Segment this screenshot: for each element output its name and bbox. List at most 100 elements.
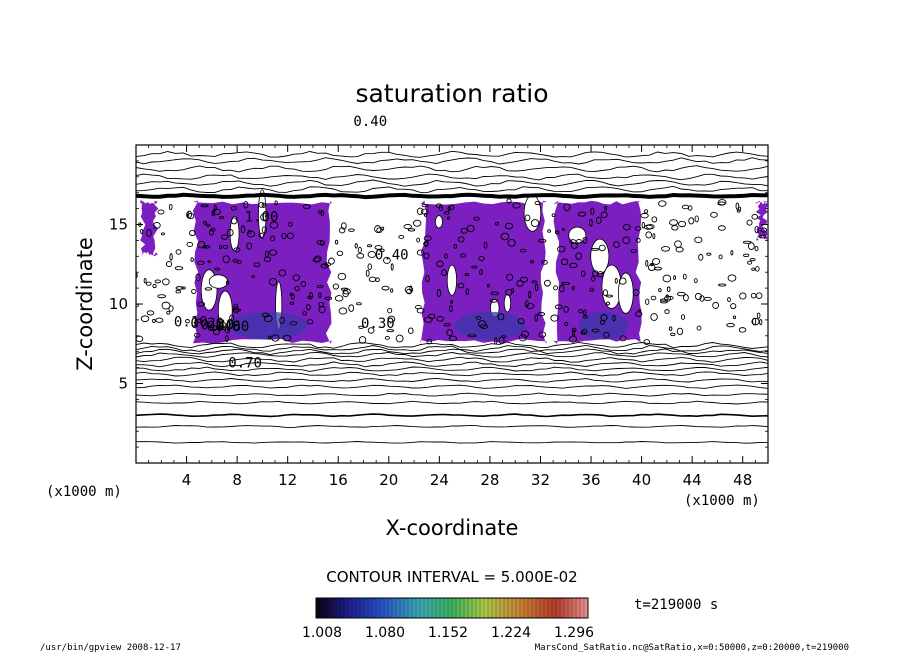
small-contour (290, 293, 295, 300)
small-contour (313, 255, 322, 262)
small-contour (195, 273, 201, 282)
small-contour (678, 220, 687, 228)
small-contour (387, 307, 393, 314)
small-contour (423, 235, 432, 241)
small-contour (436, 316, 444, 322)
small-contour (253, 262, 261, 268)
contour-label: 0.40 (207, 319, 241, 335)
small-contour (591, 247, 600, 251)
small-contour (622, 236, 631, 245)
contour-line (136, 150, 768, 158)
small-contour (423, 241, 429, 246)
small-contour (209, 229, 215, 236)
chart-title: saturation ratio (355, 79, 548, 108)
small-contour (337, 272, 347, 281)
small-contour (190, 257, 194, 262)
small-contour (316, 240, 325, 245)
small-contour (668, 326, 673, 331)
small-contour (538, 331, 547, 338)
small-contour (554, 230, 560, 235)
small-contour (706, 252, 712, 256)
small-contour (404, 285, 414, 294)
small-contour (467, 334, 477, 338)
region-core (578, 311, 629, 340)
small-contour (232, 306, 239, 314)
small-contour (264, 314, 273, 323)
small-contour (531, 280, 537, 284)
small-contour (717, 225, 726, 231)
small-contour (738, 327, 747, 333)
small-contour (161, 301, 171, 310)
small-contour (640, 212, 649, 219)
small-contour (218, 215, 225, 219)
small-contour (263, 256, 272, 263)
small-contour (571, 327, 577, 333)
small-contour (340, 287, 349, 291)
small-contour (598, 244, 606, 252)
small-contour (374, 277, 380, 283)
small-contour (736, 209, 741, 213)
small-contour (751, 213, 759, 220)
small-contour (436, 260, 444, 268)
small-contour (651, 216, 658, 223)
small-contour (374, 225, 382, 233)
small-contour (421, 203, 429, 208)
small-contour (494, 222, 499, 226)
small-contour (185, 319, 190, 324)
small-contour (541, 259, 548, 265)
small-contour (747, 242, 755, 251)
small-contour (569, 262, 578, 269)
small-contour (407, 228, 416, 232)
small-contour (383, 256, 391, 264)
small-contour (232, 259, 239, 263)
small-contour (480, 323, 489, 329)
small-contour (687, 205, 693, 211)
small-contour (582, 236, 588, 244)
small-contour (202, 245, 211, 249)
small-contour (659, 298, 668, 302)
small-contour (460, 253, 467, 258)
small-contour (233, 303, 239, 310)
small-contour (758, 234, 767, 239)
region-gap (446, 264, 458, 296)
small-contour (207, 260, 211, 264)
small-contour (175, 289, 182, 294)
small-contour (635, 237, 641, 243)
small-contour (676, 291, 686, 297)
small-contour (175, 286, 184, 290)
small-contour (595, 216, 602, 224)
small-contour (446, 329, 454, 337)
x-tick-label: 16 (329, 471, 348, 489)
small-contour (448, 335, 458, 342)
colorbar-tick-label: 1.008 (302, 625, 342, 641)
contour-label: 0.40 (375, 247, 409, 263)
small-contour (332, 283, 340, 290)
small-contour (674, 240, 682, 248)
small-contour (755, 266, 760, 272)
small-contour (554, 304, 563, 310)
small-contour (497, 313, 505, 321)
small-contour (577, 211, 587, 217)
small-contour (191, 288, 197, 295)
small-contour (379, 248, 385, 253)
small-contour (189, 230, 196, 237)
small-contour (658, 200, 667, 207)
small-contour (600, 211, 608, 219)
footer-left: /usr/bin/gpview 2008-12-17 (40, 643, 181, 653)
contour-line (136, 366, 768, 372)
small-contour (324, 296, 333, 300)
small-contour (226, 228, 234, 237)
small-contour (551, 213, 556, 218)
small-contour (258, 232, 264, 238)
small-contour (196, 318, 202, 324)
small-contour (561, 281, 570, 286)
small-contour (524, 300, 529, 308)
small-contour (475, 315, 482, 320)
small-contour (358, 325, 364, 329)
colorbar-ticks: 1.008 1.080 1.152 1.224 1.296 (302, 625, 594, 641)
small-contour (157, 209, 165, 215)
small-contour (478, 256, 485, 261)
small-contour (457, 236, 465, 243)
small-contour (282, 334, 292, 342)
colorbar-tick-label: 1.296 (554, 625, 594, 641)
